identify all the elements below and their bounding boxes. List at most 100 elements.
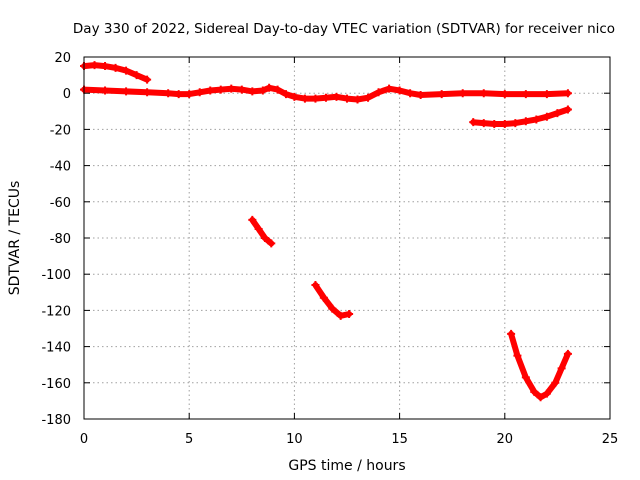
data-point [374, 88, 383, 97]
data-point [511, 119, 520, 128]
data-point [332, 92, 341, 101]
data-point [551, 378, 560, 387]
y-tick-label: -80 [50, 232, 71, 247]
y-tick-label: -120 [41, 304, 71, 319]
data-point [521, 117, 530, 126]
data-point [319, 293, 328, 302]
data-point [248, 87, 257, 96]
data-point [111, 63, 120, 72]
tick-marks [83, 56, 611, 420]
y-tick-label: -40 [50, 160, 71, 175]
y-axis-label: SDTVAR / TECUs [7, 181, 23, 296]
x-tick-label: 15 [391, 432, 408, 447]
data-point [248, 215, 257, 224]
data-point [227, 84, 236, 93]
data-point [563, 349, 572, 358]
series-arc-3 [469, 105, 572, 128]
data-point [500, 119, 509, 128]
data-point [101, 86, 110, 95]
series-arc-1 [80, 61, 152, 84]
y-tick-label: 20 [54, 51, 71, 66]
x-tick-label: 25 [602, 432, 619, 447]
data-point [260, 234, 269, 242]
y-tick-label: -20 [50, 123, 71, 138]
data-point [530, 387, 539, 396]
y-tick-label: -60 [50, 196, 71, 211]
data-point [195, 88, 204, 97]
data-point [469, 118, 478, 127]
series-arc-2 [80, 83, 572, 104]
data-point [143, 75, 152, 84]
data-point [563, 89, 572, 98]
data-point [437, 90, 446, 99]
data-point [343, 94, 351, 103]
data-point [90, 61, 99, 70]
series-arc-6 [507, 329, 572, 402]
data-point [521, 90, 530, 99]
data-point [164, 89, 173, 98]
data-point [353, 95, 362, 104]
data-point [206, 86, 215, 95]
data-point [563, 105, 572, 114]
data-point [542, 90, 551, 99]
data-point [122, 87, 131, 96]
x-tick-label: 0 [80, 432, 88, 447]
data-point [237, 85, 246, 94]
data-point [143, 88, 152, 97]
data-point [254, 224, 263, 233]
chart-title: Day 330 of 2022, Sidereal Day-to-day VTE… [73, 21, 615, 37]
data-point [174, 90, 183, 99]
data-point [216, 85, 225, 94]
series-arc-5 [311, 281, 354, 320]
data-point [281, 90, 290, 99]
x-tick-label: 10 [286, 432, 303, 447]
data-point [336, 311, 345, 320]
data-point [458, 89, 467, 98]
data-point [385, 84, 394, 93]
data-point [273, 85, 282, 94]
data-point [542, 112, 551, 121]
data-point [490, 119, 499, 128]
data-point [536, 393, 545, 402]
data-point [265, 83, 274, 92]
data-point [311, 281, 320, 290]
data-series-layer [80, 61, 572, 402]
x-tick-labels: 0 5 10 15 20 25 [80, 432, 618, 447]
data-point [311, 94, 320, 103]
data-point [532, 115, 541, 124]
data-point [513, 351, 522, 360]
y-tick-labels: 20 0 -20 -40 -60 -80 -100 -120 -140 -160 -180 [41, 51, 71, 428]
x-tick-label: 5 [185, 432, 193, 447]
series-arc-4 [248, 215, 276, 248]
data-point [521, 373, 530, 382]
data-point [328, 304, 337, 313]
data-point [500, 90, 509, 99]
grid-lines [84, 57, 610, 419]
series-line [249, 216, 275, 247]
data-point [345, 310, 354, 319]
data-point [395, 86, 404, 95]
x-tick-label: 20 [497, 432, 514, 447]
data-point [321, 93, 330, 102]
y-tick-label: -180 [41, 413, 71, 428]
data-point [507, 329, 516, 338]
data-point [553, 109, 562, 118]
data-point [258, 86, 267, 95]
data-point [557, 364, 566, 373]
data-point [122, 66, 131, 75]
y-tick-label: -100 [41, 268, 71, 283]
data-point [479, 89, 488, 98]
data-point [101, 62, 110, 71]
data-point [185, 90, 194, 99]
data-point [479, 119, 488, 128]
data-point [300, 94, 309, 103]
y-tick-label: -140 [41, 341, 71, 356]
x-axis-label: GPS time / hours [288, 458, 405, 474]
y-tick-label: -160 [41, 377, 71, 392]
data-point [290, 92, 299, 101]
plot-frame [83, 56, 611, 420]
data-point [267, 239, 276, 248]
series-line [508, 330, 571, 401]
data-point [416, 91, 425, 100]
